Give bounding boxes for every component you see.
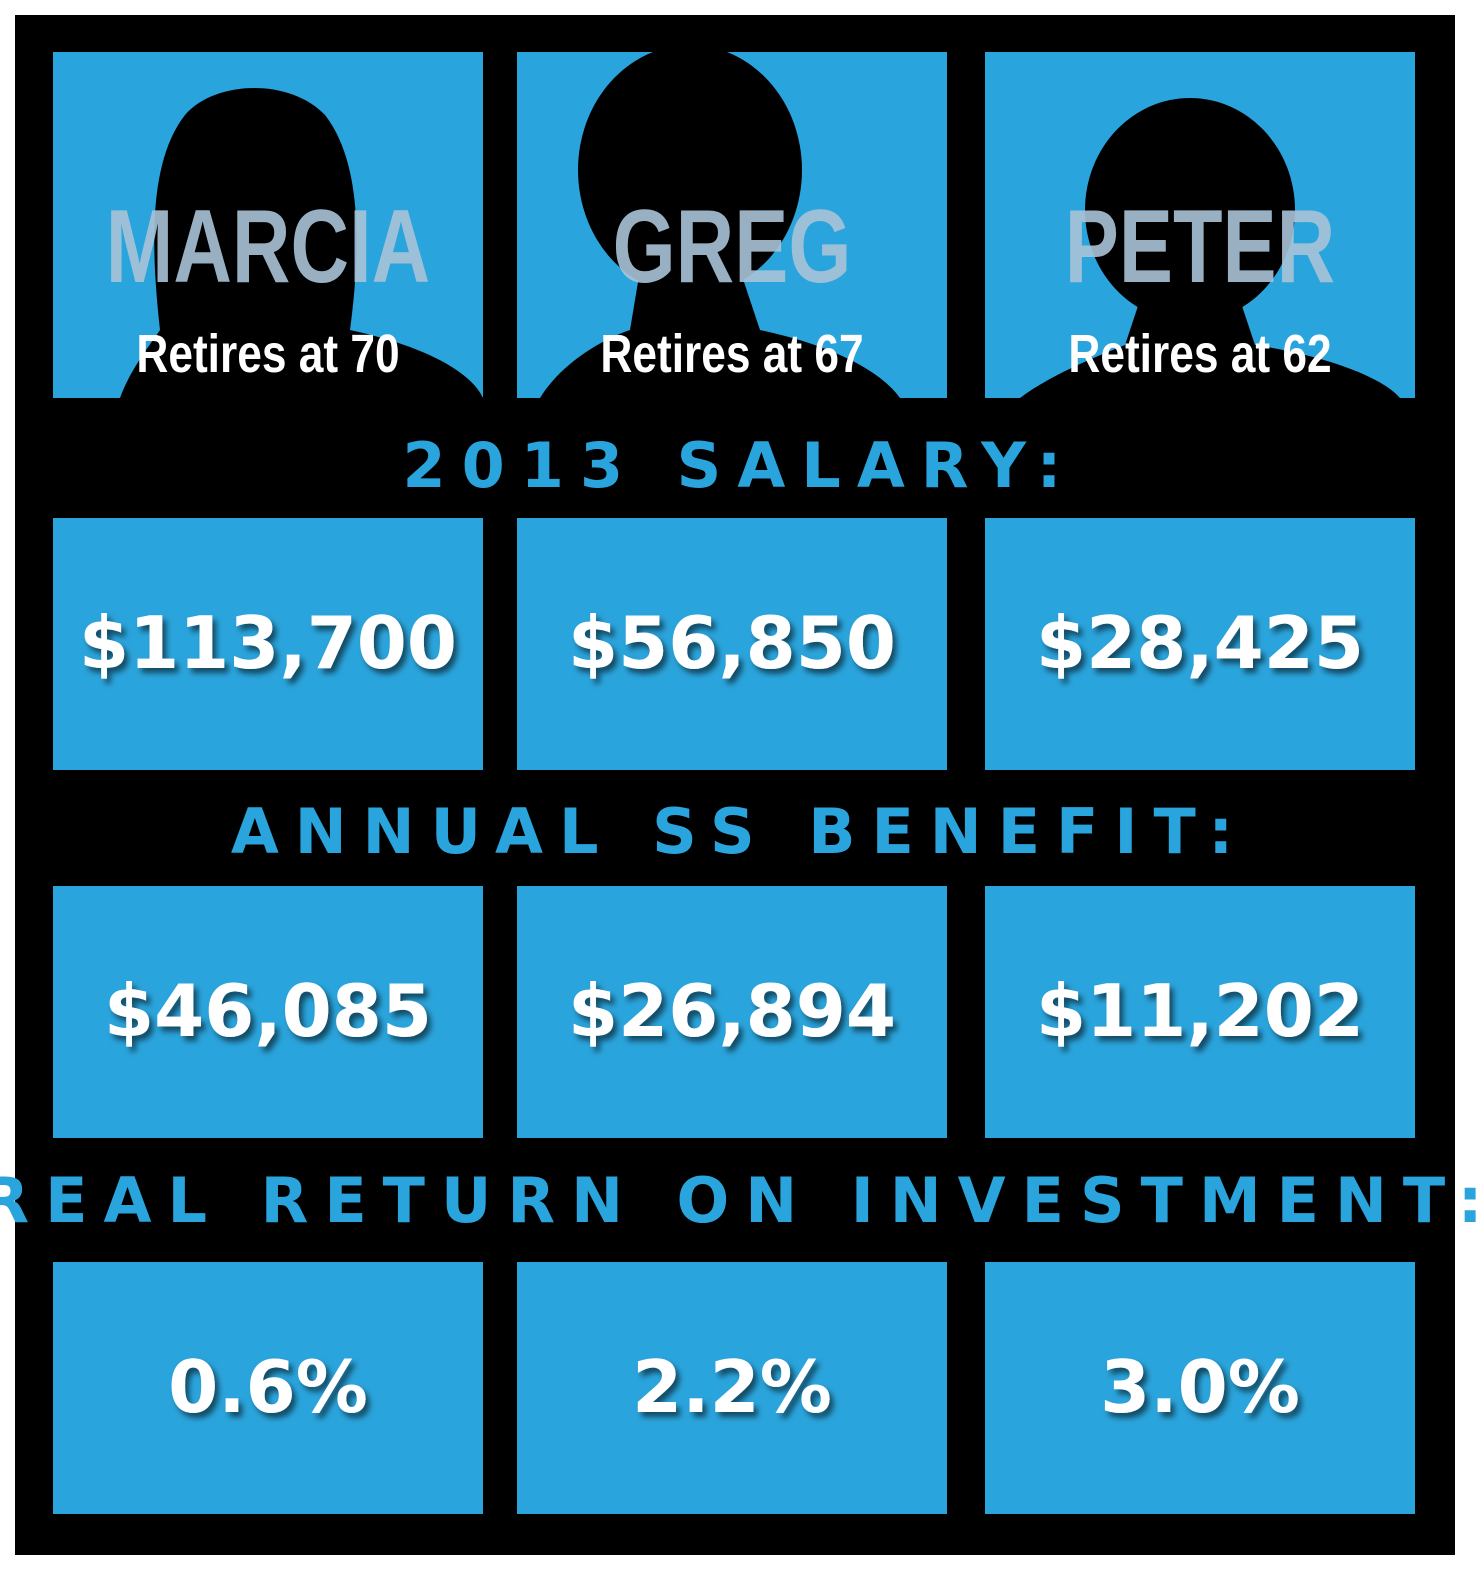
person-name: MARCIA — [106, 188, 430, 304]
value-tile — [517, 518, 947, 770]
person-name: GREG — [613, 188, 852, 304]
value: $56,850 — [568, 601, 896, 685]
value: 0.6% — [168, 1345, 368, 1429]
person-name: PETER — [1065, 188, 1335, 304]
value-tile — [53, 886, 483, 1138]
value-tile — [53, 1262, 483, 1514]
value: $26,894 — [568, 969, 896, 1053]
value: $46,085 — [104, 969, 432, 1053]
section-heading: 2013 SALARY: — [403, 429, 1078, 502]
portrait-tile — [985, 52, 1415, 398]
section-heading: ANNUAL SS BENEFIT: — [231, 795, 1249, 868]
retirement-age: Retires at 67 — [600, 324, 863, 384]
section-heading: REAL RETURN ON INVESTMENT: — [0, 1164, 1480, 1237]
value: $113,700 — [79, 601, 457, 685]
value: $11,202 — [1036, 969, 1364, 1053]
value-tile — [985, 886, 1415, 1138]
value: 3.0% — [1100, 1345, 1300, 1429]
value-tile — [53, 518, 483, 770]
portrait-tile — [517, 52, 947, 398]
portrait-tile — [53, 52, 483, 398]
value: $28,425 — [1036, 601, 1364, 685]
value: 2.2% — [632, 1345, 832, 1429]
value-tile — [517, 886, 947, 1138]
retirement-age: Retires at 62 — [1068, 324, 1331, 384]
value-tile — [985, 518, 1415, 770]
value-tile — [517, 1262, 947, 1514]
value-tile — [985, 1262, 1415, 1514]
retirement-age: Retires at 70 — [136, 324, 399, 384]
